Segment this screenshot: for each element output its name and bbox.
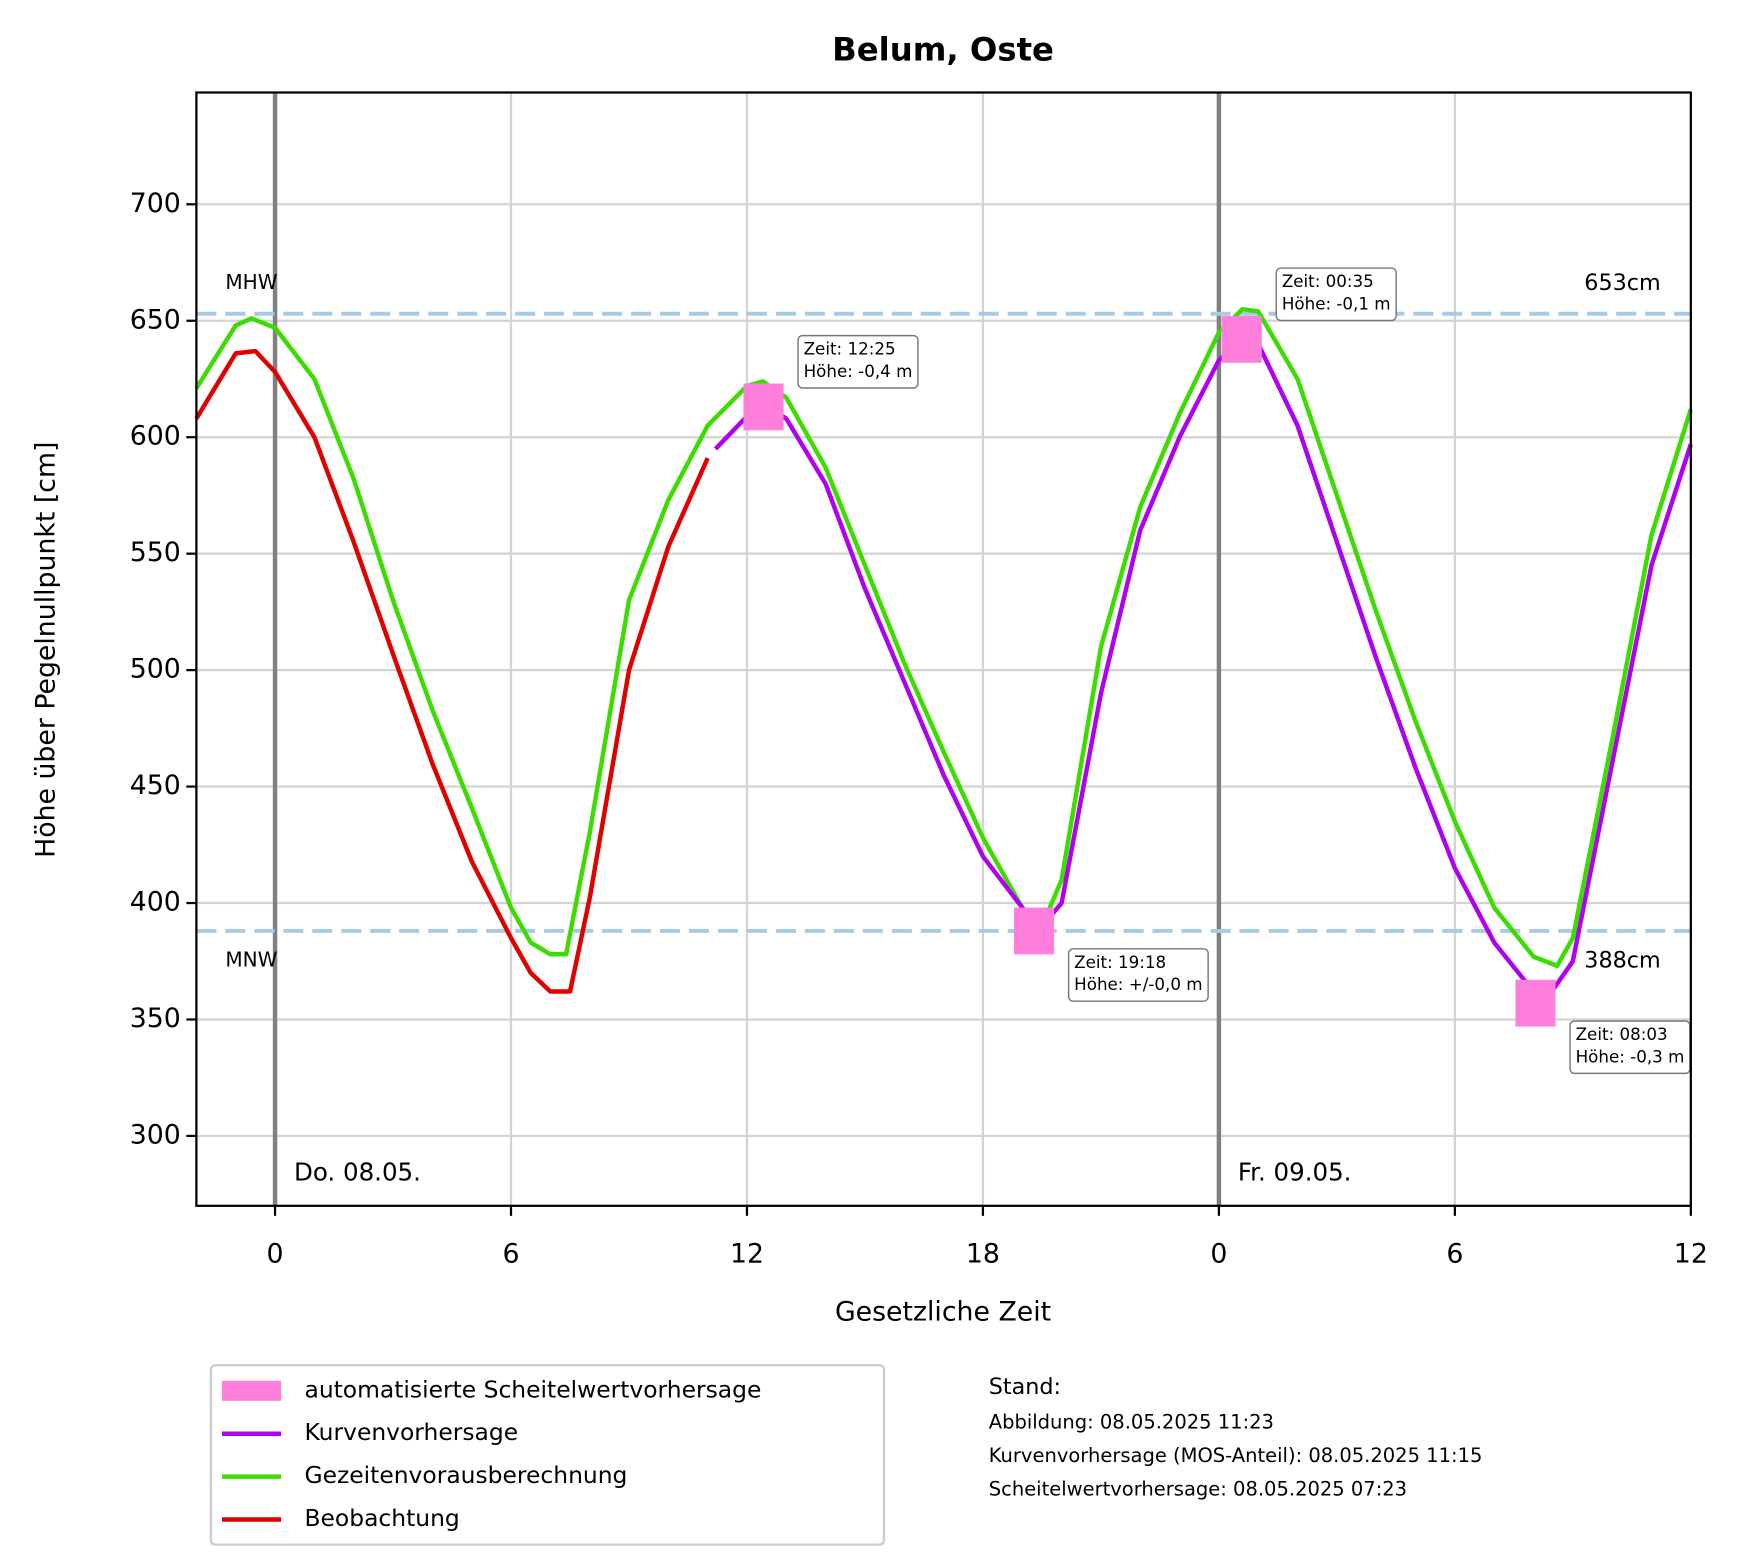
legend-swatch xyxy=(222,1380,282,1401)
annotation-text: Höhe: -0,1 m xyxy=(1282,293,1391,313)
annotation-text: Höhe: -0,4 m xyxy=(804,361,913,381)
x-tick-label: 0 xyxy=(267,1238,284,1269)
reference-label: MNW xyxy=(225,948,277,972)
x-tick-label: 0 xyxy=(1210,1238,1227,1269)
y-tick-label: 450 xyxy=(130,770,181,801)
legend-label: Beobachtung xyxy=(304,1504,459,1532)
annotation-text: Zeit: 00:35 xyxy=(1282,271,1374,291)
x-tick-label: 12 xyxy=(1674,1238,1708,1269)
x-tick-label: 18 xyxy=(966,1238,1000,1269)
annotation-text: Zeit: 19:18 xyxy=(1074,952,1166,972)
annotation-box xyxy=(1067,948,1209,1002)
peak-marker xyxy=(1515,979,1556,1027)
day-label: Fr. 09.05. xyxy=(1238,1157,1352,1186)
annotation-text: Zeit: 08:03 xyxy=(1576,1024,1668,1044)
legend-box xyxy=(209,1364,886,1546)
x-axis-label: Gesetzliche Zeit xyxy=(835,1296,1051,1327)
stand-text: Scheitelwertvorhersage: 08.05.2025 07:23 xyxy=(989,1477,1407,1500)
peak-marker xyxy=(1221,315,1262,363)
annotation-text: Höhe: +/-0,0 m xyxy=(1074,974,1202,994)
peak-marker xyxy=(743,383,784,431)
plot-frame xyxy=(195,91,1692,1207)
legend-label: Gezeitenvorausberechnung xyxy=(304,1461,627,1489)
y-tick-label: 350 xyxy=(130,1003,181,1034)
stand-text: Kurvenvorhersage (MOS-Anteil): 08.05.202… xyxy=(989,1444,1483,1467)
y-tick-label: 650 xyxy=(130,304,181,335)
x-tick-label: 6 xyxy=(502,1238,519,1269)
y-axis-label: Höhe über Pegelnullpunkt [cm] xyxy=(31,442,62,858)
stand-text: Stand: xyxy=(989,1374,1061,1400)
series-line xyxy=(194,348,710,994)
chart-title: Belum, Oste xyxy=(832,30,1054,68)
y-tick-label: 700 xyxy=(130,188,181,219)
annotation-text: Zeit: 12:25 xyxy=(804,339,896,359)
y-tick-label: 500 xyxy=(130,654,181,685)
reference-value-label: 653cm xyxy=(1584,270,1660,296)
reference-label: MHW xyxy=(225,270,277,294)
legend-label: automatisierte Scheitelwertvorhersage xyxy=(304,1375,761,1403)
y-tick-label: 550 xyxy=(130,537,181,568)
y-tick-label: 400 xyxy=(130,887,181,918)
y-tick-label: 300 xyxy=(130,1119,181,1150)
annotation-text: Höhe: -0,3 m xyxy=(1576,1046,1685,1066)
reference-value-label: 388cm xyxy=(1584,948,1660,974)
x-tick-label: 12 xyxy=(730,1238,764,1269)
x-tick-label: 6 xyxy=(1446,1238,1463,1269)
y-tick-label: 600 xyxy=(130,421,181,452)
annotation-box xyxy=(1275,267,1397,322)
legend-label: Kurvenvorhersage xyxy=(304,1418,518,1446)
day-label: Do. 08.05. xyxy=(294,1157,421,1186)
series-line xyxy=(194,306,1693,969)
stand-text: Abbildung: 08.05.2025 11:23 xyxy=(989,1411,1274,1434)
peak-marker xyxy=(1014,907,1055,955)
annotation-box xyxy=(797,334,919,389)
